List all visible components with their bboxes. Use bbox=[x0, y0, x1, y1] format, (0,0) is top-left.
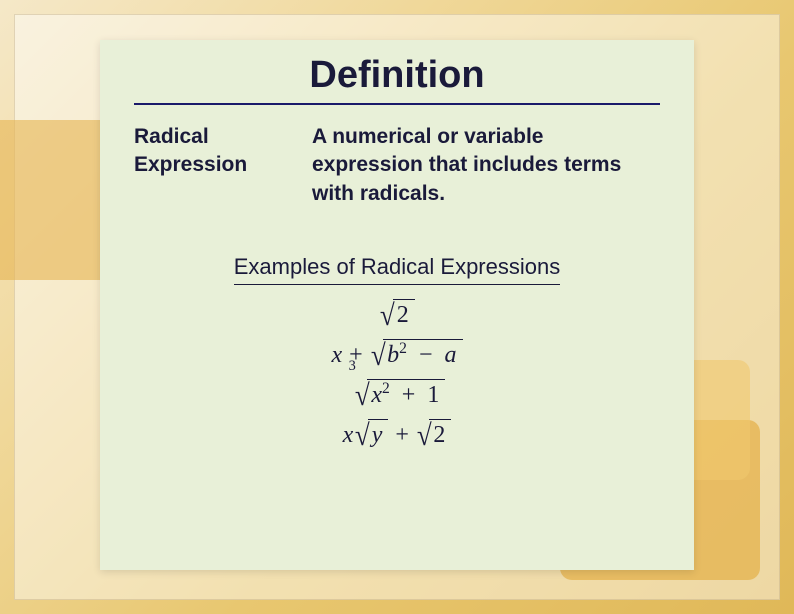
radical-sign-icon: √ bbox=[355, 381, 370, 411]
radical: 3 √ x2 + 1 bbox=[349, 379, 446, 409]
radical: √ 2 bbox=[416, 419, 451, 449]
title-rule bbox=[134, 103, 660, 105]
variable-b: b bbox=[387, 342, 399, 368]
radicand: 2 bbox=[393, 299, 415, 329]
expression-3: 3 √ x2 + 1 bbox=[349, 379, 446, 409]
plus-operator: + bbox=[402, 382, 416, 408]
plus-operator: + bbox=[395, 422, 409, 449]
expression-4: x √ y + √ 2 bbox=[343, 419, 452, 449]
radical-sign-icon: √ bbox=[417, 421, 432, 451]
term-label: Radical Expression bbox=[134, 123, 284, 208]
examples-list: √ 2 x + √ b2 − a bbox=[100, 299, 694, 449]
radicand: y bbox=[368, 419, 389, 449]
radical: √ y bbox=[354, 419, 388, 449]
constant: 1 bbox=[427, 382, 439, 408]
radical: √ b2 − a bbox=[370, 339, 463, 369]
radicand: b2 − a bbox=[383, 339, 462, 369]
radicand: 2 bbox=[429, 419, 451, 449]
variable-x: x bbox=[371, 382, 382, 408]
examples-section: Examples of Radical Expressions √ 2 x + … bbox=[100, 254, 694, 449]
radical-sign-icon: √ bbox=[371, 341, 386, 371]
examples-title: Examples of Radical Expressions bbox=[234, 254, 560, 285]
definition-card: Definition Radical Expression A numerica… bbox=[100, 40, 694, 570]
minus-operator: − bbox=[419, 342, 433, 368]
definition-row: Radical Expression A numerical or variab… bbox=[100, 123, 694, 208]
card-title: Definition bbox=[100, 40, 694, 103]
definition-text: A numerical or variable expression that … bbox=[312, 123, 660, 208]
exponent: 2 bbox=[382, 380, 390, 397]
expression-1: √ 2 bbox=[379, 299, 414, 329]
radical-sign-icon: √ bbox=[380, 301, 395, 331]
radical-sign-icon: √ bbox=[355, 421, 370, 451]
variable-x: x bbox=[343, 422, 354, 449]
radicand: x2 + 1 bbox=[367, 379, 445, 409]
variable-x: x bbox=[331, 342, 342, 369]
variable-a: a bbox=[445, 342, 457, 368]
exponent: 2 bbox=[399, 340, 407, 357]
radical: √ 2 bbox=[379, 299, 414, 329]
